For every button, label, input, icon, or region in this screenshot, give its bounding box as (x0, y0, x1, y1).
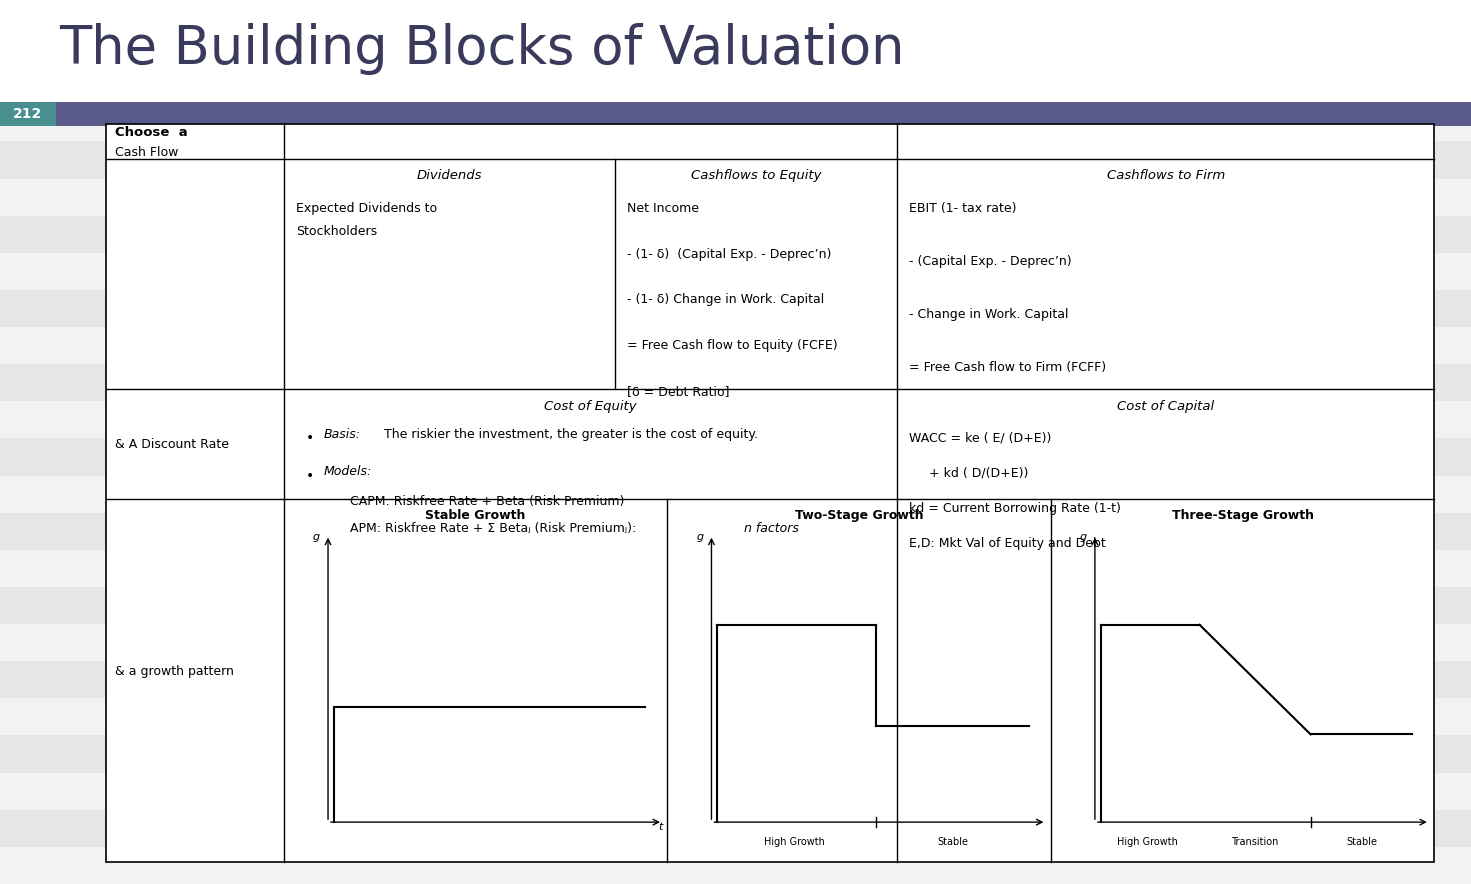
Text: Cost of Capital: Cost of Capital (1116, 400, 1215, 413)
Text: Expected Dividends to: Expected Dividends to (296, 202, 437, 215)
Bar (0, 102, 56, 126)
Bar (0, 141, 1471, 179)
Text: Basis:: Basis: (324, 428, 360, 441)
Bar (0, 102, 1471, 126)
Text: High Growth: High Growth (1116, 836, 1178, 847)
Text: WACC = ke ( E/ (D+E)): WACC = ke ( E/ (D+E)) (909, 431, 1052, 445)
Text: + kd ( D/(D+E)): + kd ( D/(D+E)) (909, 467, 1028, 480)
Text: n factors: n factors (744, 522, 799, 535)
Text: E,D: Mkt Val of Equity and Debt: E,D: Mkt Val of Equity and Debt (909, 537, 1106, 551)
Text: & a growth pattern: & a growth pattern (115, 666, 234, 678)
Text: The riskier the investment, the greater is the cost of equity.: The riskier the investment, the greater … (380, 428, 758, 441)
Text: - (1- δ)  (Capital Exp. - Deprec’n): - (1- δ) (Capital Exp. - Deprec’n) (627, 248, 831, 261)
Text: [δ = Debt Ratio]: [δ = Debt Ratio] (627, 385, 730, 399)
Text: g: g (1080, 532, 1087, 543)
Text: - (1- δ) Change in Work. Capital: - (1- δ) Change in Work. Capital (627, 293, 824, 307)
Bar (0, 698, 1471, 735)
Text: - Change in Work. Capital: - Change in Work. Capital (909, 308, 1068, 321)
Text: Stable: Stable (1346, 836, 1377, 847)
Text: Cost of Equity: Cost of Equity (544, 400, 637, 413)
Text: CAPM: Riskfree Rate + Beta (Risk Premium): CAPM: Riskfree Rate + Beta (Risk Premium… (350, 495, 625, 508)
Text: Stable Growth: Stable Growth (425, 509, 525, 522)
Text: APM: Riskfree Rate + Σ Betaⱼ (Risk Premiumⱼ):: APM: Riskfree Rate + Σ Betaⱼ (Risk Premi… (350, 522, 640, 535)
Bar (0, 30, 1471, 67)
Text: •: • (306, 469, 315, 483)
Bar (106, 124, 1434, 862)
Bar (0, 773, 1471, 810)
Bar (0, 290, 1471, 327)
Text: g: g (696, 532, 703, 543)
Text: Three-Stage Growth: Three-Stage Growth (1171, 509, 1314, 522)
Bar (0, 587, 1471, 624)
Text: = Free Cash flow to Equity (FCFE): = Free Cash flow to Equity (FCFE) (627, 339, 837, 353)
Bar (0, 624, 1471, 661)
Text: kd = Current Borrowing Rate (1-t): kd = Current Borrowing Rate (1-t) (909, 502, 1121, 515)
Text: Models:: Models: (324, 465, 372, 478)
Text: Cashflows to Firm: Cashflows to Firm (1106, 169, 1225, 181)
Text: & A Discount Rate: & A Discount Rate (115, 438, 228, 451)
Bar (0, 550, 1471, 587)
Bar (0, 513, 1471, 550)
Bar (0, 67, 1471, 104)
Text: Cash Flow: Cash Flow (115, 146, 178, 158)
Text: Stable: Stable (937, 836, 968, 847)
Text: The Building Blocks of Valuation: The Building Blocks of Valuation (59, 23, 905, 74)
Bar (0, 364, 1471, 401)
Bar (0, 661, 1471, 698)
Text: t: t (658, 821, 662, 832)
Text: Dividends: Dividends (416, 169, 482, 181)
Text: = Free Cash flow to Firm (FCFF): = Free Cash flow to Firm (FCFF) (909, 361, 1106, 374)
Text: Two-Stage Growth: Two-Stage Growth (794, 509, 924, 522)
Text: - (Capital Exp. - Deprec’n): - (Capital Exp. - Deprec’n) (909, 255, 1072, 268)
Bar (0, 179, 1471, 216)
Text: 212: 212 (13, 107, 43, 120)
Text: •: • (306, 431, 315, 446)
Bar (0, 438, 1471, 476)
Bar (0, 401, 1471, 438)
Bar (0, 216, 1471, 253)
Bar (0, 847, 1471, 884)
Bar (0, 810, 1471, 847)
Text: Stockholders: Stockholders (296, 225, 377, 239)
Text: Cashflows to Equity: Cashflows to Equity (691, 169, 821, 181)
Bar (0, 0, 1471, 30)
Text: Transition: Transition (1231, 836, 1278, 847)
Bar (0, 476, 1471, 513)
Text: Choose  a: Choose a (115, 126, 187, 139)
Bar (0, 104, 1471, 141)
Bar (0, 253, 1471, 290)
Bar (0, 327, 1471, 364)
Bar (0, 735, 1471, 773)
Text: g: g (313, 532, 319, 543)
Text: Net Income: Net Income (627, 202, 699, 215)
Text: High Growth: High Growth (763, 836, 824, 847)
Bar (0, 0, 1471, 102)
Text: EBIT (1- tax rate): EBIT (1- tax rate) (909, 202, 1016, 215)
